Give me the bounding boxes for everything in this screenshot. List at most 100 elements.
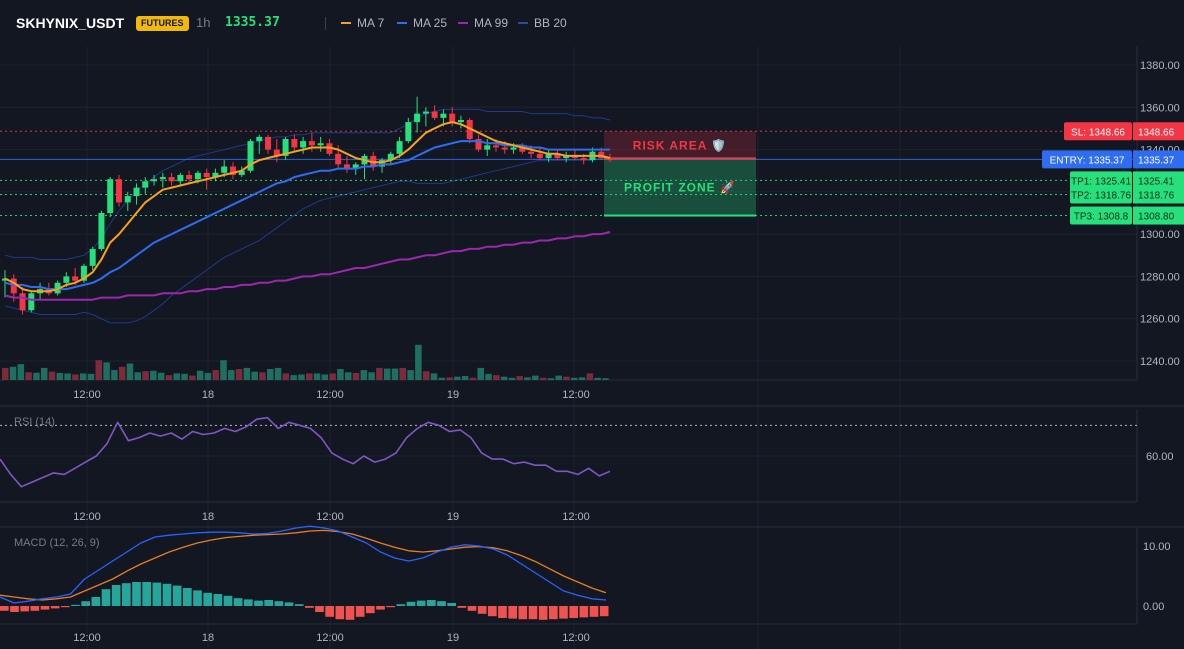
macd-hist-bar [559, 606, 568, 619]
macd-hist-bar [61, 606, 70, 608]
volume-bar [344, 372, 352, 380]
candle-body [571, 155, 578, 159]
volume-bar [555, 375, 562, 380]
grid-lines [0, 46, 1137, 649]
trade-zones: RISK AREA 🛡️ PROFIT ZONE 🚀 [604, 131, 756, 217]
legend-ma25[interactable]: MA 25 [397, 14, 447, 32]
volume-bar [563, 376, 570, 380]
volume-bar [228, 370, 235, 380]
profit-zone [604, 159, 756, 216]
legend-ma7[interactable]: MA 7 [341, 14, 384, 32]
price-level-lines [0, 130, 1137, 217]
candle-body [80, 265, 87, 281]
timeframe-label[interactable]: 1h [196, 15, 211, 30]
candle-body [19, 293, 26, 311]
volume-bar [368, 372, 375, 380]
candle-body [387, 153, 394, 161]
candle-body [72, 276, 79, 281]
volume-bar [103, 362, 110, 380]
macd-hist-bar [396, 604, 406, 606]
volume-bar [321, 374, 329, 380]
volume-bar [376, 367, 383, 380]
candle-body [98, 213, 105, 249]
risk-area-zone [604, 131, 756, 160]
candle-body [449, 113, 456, 123]
candle-body [159, 177, 166, 180]
price-tick-label: 1360.00 [1140, 102, 1180, 114]
volume-bar [586, 373, 594, 380]
legend-ma99[interactable]: MA 99 [458, 14, 508, 32]
time-tick-label: 18 [202, 389, 214, 401]
volume-bar [212, 370, 219, 380]
candle-body [212, 172, 219, 178]
volume-bar [173, 373, 180, 380]
macd-hist-bar [488, 606, 497, 617]
volume-bar [571, 377, 578, 380]
volume-bar [243, 367, 251, 380]
macd-hist-bar [71, 604, 80, 606]
time-tick-label: 19 [447, 632, 459, 644]
volume-bar [181, 373, 188, 380]
volume-bar [134, 372, 142, 380]
symbol-name[interactable]: SKHYNIX_USDT [16, 15, 125, 31]
time-tick-label: 12:00 [562, 511, 590, 523]
macd-hist-bar [0, 606, 9, 611]
macd-hist-bar [50, 606, 60, 609]
macd-hist-bar [366, 606, 375, 614]
volume-bar [2, 367, 9, 380]
macd-hist-bar [254, 600, 263, 606]
macd-hist-bar [30, 606, 40, 611]
macd-hist-bar [579, 606, 589, 618]
candle-body [115, 179, 122, 203]
candle-body [580, 158, 587, 161]
volume-bar [56, 372, 64, 380]
macd-hist-bar [376, 606, 385, 610]
macd-hist-bar [20, 606, 29, 612]
candle-body [186, 174, 193, 180]
legend-bb20[interactable]: BB 20 [518, 14, 567, 32]
volume-bar [337, 369, 344, 380]
profit-zone-label: PROFIT ZONE 🚀 [624, 180, 736, 194]
macd-hist-bar [386, 606, 395, 608]
candle-body [335, 153, 342, 165]
macd-hist-bar [284, 602, 294, 606]
candle-body [273, 149, 280, 156]
macd-hist-bar [223, 595, 233, 606]
macd-hist-bar [183, 588, 192, 606]
macd-hist-bar [294, 604, 304, 606]
level-tag-bg [1064, 122, 1132, 141]
volume-bar [25, 372, 32, 380]
candle-body [221, 166, 228, 173]
macd-hist-bar [589, 606, 599, 617]
volume-bar [383, 368, 391, 380]
candle-body [133, 187, 140, 197]
ma25-line [4, 140, 610, 291]
price-tick-label: 1300.00 [1140, 229, 1180, 241]
candle-body [10, 278, 17, 294]
candle-body [510, 147, 517, 150]
volume-bar [454, 376, 461, 380]
candle-body [265, 136, 272, 150]
volume-bar [415, 344, 422, 380]
candle-body [379, 160, 386, 167]
macd-hist-bar [345, 606, 355, 620]
volume-bar [150, 370, 157, 380]
level-axis-bg [1133, 150, 1184, 169]
volume-bar [578, 377, 586, 380]
level-tag-label: SL: 1348.66 [1071, 127, 1125, 138]
candle-body [352, 164, 359, 169]
candle-body [177, 174, 184, 182]
candle-body [457, 119, 464, 123]
candle-body [63, 276, 70, 283]
macd-line [0, 525, 607, 604]
volume-bar [118, 366, 126, 380]
volume-bar [235, 369, 243, 380]
volume-bar [391, 368, 399, 380]
legend-ma25-label: MA 25 [413, 16, 448, 30]
macd-hist-bar [549, 606, 558, 620]
macd-hist-bar [508, 606, 517, 619]
time-tick-label: 12:00 [562, 632, 590, 644]
candle-body [291, 139, 298, 148]
macd-hist-bar [406, 601, 416, 606]
